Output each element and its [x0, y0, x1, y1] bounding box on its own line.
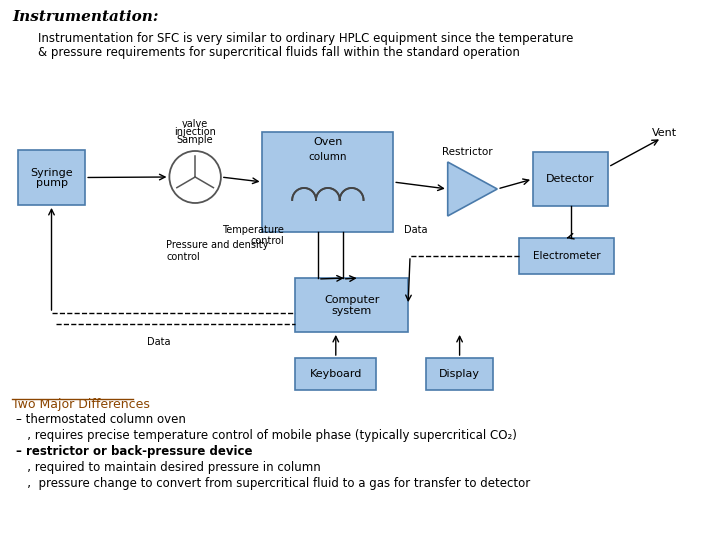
Polygon shape [448, 162, 498, 216]
Text: valve: valve [182, 119, 208, 129]
Text: Display: Display [439, 369, 480, 379]
FancyBboxPatch shape [18, 150, 85, 205]
Text: Computer: Computer [324, 295, 379, 305]
FancyBboxPatch shape [263, 132, 393, 232]
Text: , requires precise temperature control of mobile phase (typically supercritical : , requires precise temperature control o… [16, 429, 517, 442]
FancyBboxPatch shape [533, 152, 608, 206]
Text: system: system [331, 306, 372, 316]
Text: Restrictor: Restrictor [442, 147, 492, 157]
FancyBboxPatch shape [519, 238, 614, 274]
Text: column: column [309, 152, 347, 162]
Text: Pressure and density: Pressure and density [166, 240, 269, 250]
Text: Syringe: Syringe [30, 167, 73, 178]
Text: Data: Data [147, 337, 170, 347]
Text: Sample: Sample [177, 135, 213, 145]
FancyBboxPatch shape [426, 358, 493, 390]
Text: Data: Data [404, 225, 428, 235]
Text: pump: pump [35, 179, 68, 188]
FancyBboxPatch shape [295, 278, 408, 332]
Text: & pressure requirements for supercritical fluids fall within the standard operat: & pressure requirements for supercritica… [37, 46, 520, 59]
Text: Instrumentation:: Instrumentation: [12, 10, 158, 24]
Text: injection: injection [174, 127, 216, 137]
Text: – restrictor or back-pressure device: – restrictor or back-pressure device [16, 445, 252, 458]
Text: control: control [251, 236, 284, 246]
Text: control: control [166, 252, 200, 262]
FancyBboxPatch shape [295, 358, 377, 390]
Text: Oven: Oven [313, 137, 343, 147]
Text: – thermostated column oven: – thermostated column oven [16, 413, 186, 426]
Text: Keyboard: Keyboard [310, 369, 362, 379]
Text: Electrometer: Electrometer [533, 251, 600, 261]
Text: ,  pressure change to convert from supercritical fluid to a gas for transfer to : , pressure change to convert from superc… [16, 477, 530, 490]
Text: Instrumentation for SFC is very similar to ordinary HPLC equipment since the tem: Instrumentation for SFC is very similar … [37, 32, 573, 45]
Text: Temperature: Temperature [222, 225, 284, 235]
Text: Detector: Detector [546, 174, 595, 184]
Text: Two Major Differences: Two Major Differences [12, 398, 150, 411]
Text: Vent: Vent [652, 128, 677, 138]
Text: , required to maintain desired pressure in column: , required to maintain desired pressure … [16, 461, 320, 474]
